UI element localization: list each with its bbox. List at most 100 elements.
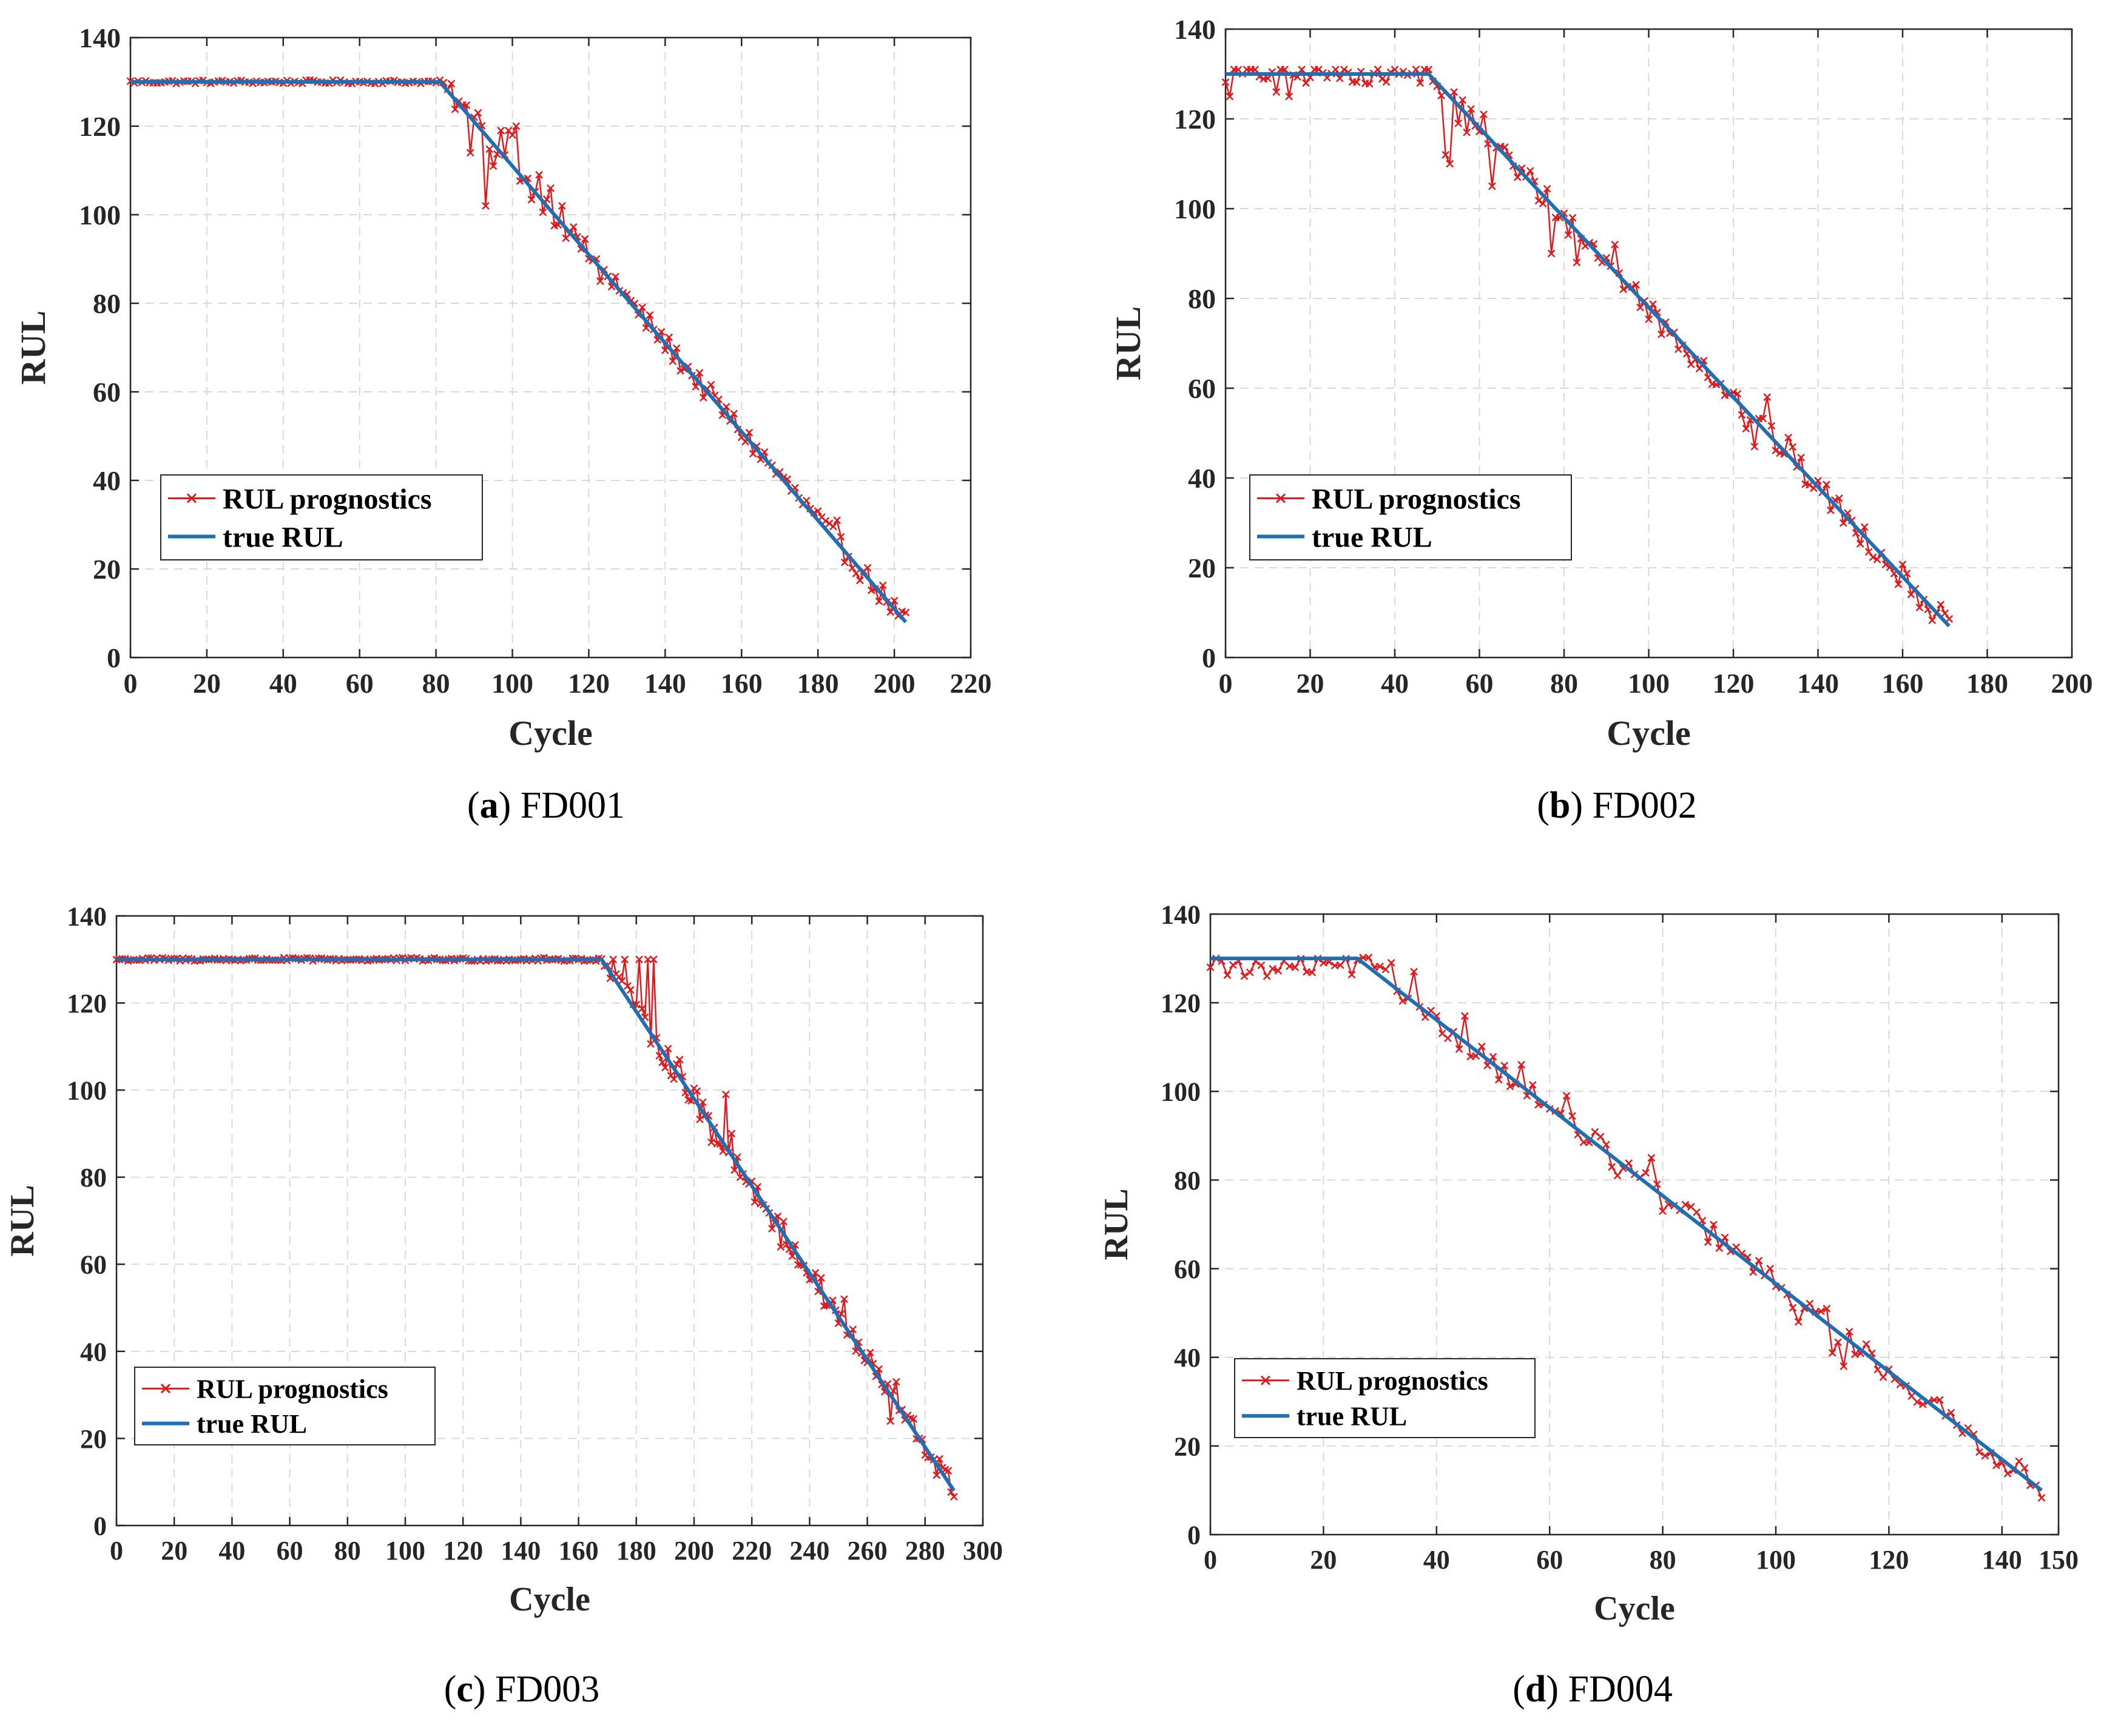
rul-prognostics-point — [1681, 1200, 1690, 1209]
chart-c-svg: 0 20 40 60 80 100 120 140 160 180 200 220 240 260 280 3… — [4, 901, 1003, 1618]
x-axis-label: Cycle — [509, 1581, 590, 1618]
rul-prognostics-point — [817, 1274, 825, 1282]
y-tick-label: 0 — [1202, 642, 1216, 673]
rul-prognostics-point — [1695, 365, 1704, 372]
rul-prognostics-point — [1873, 1365, 1882, 1374]
legend-label-true-rul: true RUL — [1312, 521, 1432, 553]
rul-prognostics-point — [655, 1051, 664, 1060]
rul-prognostics-point — [676, 367, 684, 375]
rul-prognostics-point — [890, 596, 899, 605]
x-tick-label: 240 — [789, 1536, 829, 1566]
rul-prognostics-point — [1784, 434, 1793, 442]
rul-prognostics-point — [1534, 197, 1543, 205]
rul-prognostics-point — [1864, 548, 1873, 556]
y-ticks: 0 20 40 60 80 100 120 140 — [67, 901, 983, 1541]
rul-prognostics-point — [848, 564, 857, 572]
rul-prognostics-point — [1981, 1452, 1989, 1460]
rul-prognostics-point — [1611, 240, 1619, 249]
rul-prognostics-point — [1444, 1034, 1452, 1042]
y-tick-label: 20 — [80, 1424, 107, 1454]
y-axis-label: RUL — [1098, 1188, 1135, 1260]
rul-prognostics-point — [1506, 1082, 1514, 1091]
rul-prognostics-point — [1568, 214, 1577, 222]
rul-prognostics-point — [1915, 604, 1924, 611]
x-tick-label: 40 — [218, 1536, 245, 1566]
rul-prognostics-point — [1860, 523, 1869, 531]
rul-prognostics-point — [1347, 971, 1356, 979]
rul-prognostics-point — [1308, 968, 1317, 977]
rul-prognostics-point — [2003, 1469, 2012, 1478]
legend-label-prognostics: RUL prognostics — [223, 483, 432, 515]
rul-prognostics-point — [699, 394, 707, 402]
rul-prognostics-point — [1568, 1112, 1576, 1120]
rul-prognostics-point — [621, 955, 629, 964]
rul-prognostics-point — [1437, 92, 1446, 99]
y-tick-label: 80 — [1188, 283, 1216, 314]
rul-prognostics-point — [909, 1415, 918, 1423]
x-ticks: 0 20 40 60 80 100 120 140 160 180 200 220 240 260 280 3… — [110, 916, 1003, 1566]
y-tick-label: 80 — [93, 288, 121, 319]
rul-prognostics-point — [1562, 1092, 1571, 1100]
rul-prognostics-point — [1336, 961, 1344, 969]
rul-prognostics-point — [1229, 961, 1237, 969]
x-tick-label: 140 — [1797, 668, 1839, 699]
y-tick-label: 20 — [1174, 1432, 1201, 1461]
rul-prognostics-point — [1365, 79, 1374, 88]
rul-prognostics-point — [635, 955, 643, 964]
legend-marker-prognostics — [186, 493, 197, 503]
y-tick-label: 80 — [80, 1163, 107, 1193]
rul-prognostics-point — [1789, 443, 1797, 451]
rul-prognostics-point — [1869, 553, 1877, 562]
rul-prognostics-point — [1454, 119, 1463, 127]
rul-prognostics-point — [1352, 78, 1361, 86]
y-axis-label: RUL — [4, 1185, 41, 1256]
x-tick-label: 200 — [2051, 668, 2093, 699]
rul-prognostics-point — [1840, 1362, 1848, 1370]
rul-prognostics-point — [707, 380, 715, 389]
rul-prognostics-point — [1381, 965, 1390, 974]
legend-label-true-rul: true RUL — [197, 1409, 307, 1439]
rul-prognostics-point — [1302, 79, 1310, 87]
rul-prognostics-point — [1636, 303, 1644, 312]
rul-prognostics-point — [535, 170, 543, 179]
rul-prognostics-point — [1374, 66, 1382, 73]
y-tick-label: 60 — [1174, 1254, 1201, 1284]
rul-prognostics-point — [1455, 1045, 1463, 1053]
rul-prognostics-point — [1632, 281, 1640, 289]
x-tick-label: 100 — [385, 1536, 425, 1566]
rul-prognostics-point — [609, 955, 618, 964]
rul-prognostics-point — [1467, 105, 1475, 113]
rul-prognostics-point — [638, 1004, 646, 1013]
rul-prognostics-point — [1528, 1081, 1537, 1089]
rul-prognostics-point — [1767, 422, 1776, 430]
rul-prognostics-point — [892, 1378, 900, 1386]
caption-a-letter: a — [479, 785, 499, 826]
rul-prognostics-point — [1463, 128, 1471, 136]
y-tick-label: 20 — [93, 554, 121, 585]
rul-prognostics-point — [1789, 1304, 1797, 1312]
rul-prognostics-point — [879, 581, 887, 590]
y-tick-label: 100 — [67, 1076, 107, 1106]
y-tick-label: 120 — [79, 111, 121, 142]
x-tick-label: 0 — [1219, 668, 1233, 699]
axes-box — [1209, 913, 2060, 1536]
caption-d-letter: d — [1525, 1669, 1546, 1710]
x-tick-label: 180 — [1966, 668, 2008, 699]
rul-prognostics-point — [658, 1058, 667, 1066]
rul-prognostics-point — [749, 449, 757, 458]
y-tick-label: 120 — [1161, 989, 1201, 1018]
rul-prognostics-point — [1856, 540, 1864, 548]
legend-box — [160, 474, 483, 560]
rul-prognostics-point — [1937, 601, 1945, 609]
y-ticks: 0 20 40 60 80 100 120 140 — [1174, 14, 2072, 673]
rul-prognostics-point — [837, 533, 845, 541]
rul-prognostics-point — [646, 311, 654, 319]
x-tick-label: 40 — [269, 668, 297, 699]
rul-prognostics-point — [1488, 182, 1496, 190]
y-tick-label: 140 — [79, 22, 121, 53]
rul-prognostics-point — [1879, 1373, 1887, 1381]
rul-prognostics-point — [1845, 1328, 1853, 1336]
x-tick-label: 220 — [732, 1536, 772, 1566]
rul-prognostics-point — [1772, 446, 1780, 455]
axes-box — [129, 36, 972, 659]
